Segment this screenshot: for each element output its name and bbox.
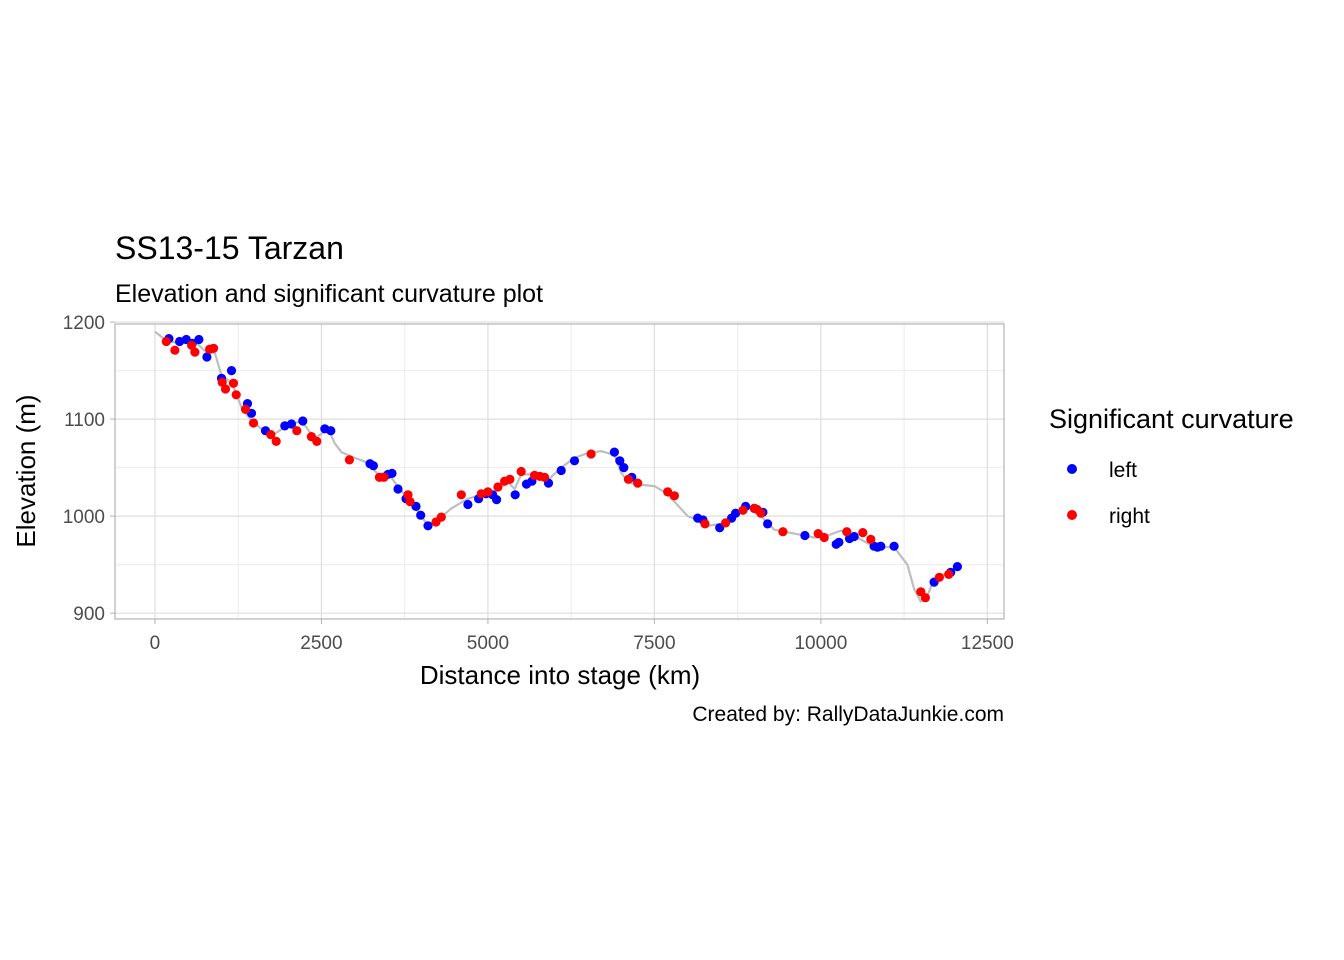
- x-tick-label: 7500: [633, 633, 675, 654]
- curvature-point-left: [326, 426, 336, 436]
- legend-key-right: [1067, 510, 1077, 520]
- curvature-point-right: [170, 345, 180, 355]
- curvature-point-right: [228, 378, 239, 388]
- y-tick-label: 1100: [64, 410, 105, 431]
- legend: Significant curvature left right: [1049, 404, 1294, 528]
- curvature-point-left: [202, 352, 212, 362]
- x-tick-label: 0: [150, 633, 161, 654]
- curvature-point-right: [405, 497, 415, 507]
- curvature-point-right: [209, 343, 219, 353]
- legend-label-right: right: [1109, 505, 1150, 528]
- curvature-point-left: [569, 456, 580, 466]
- curvature-point-right: [944, 569, 954, 580]
- y-axis-label: Elevation (m): [11, 394, 41, 547]
- curvature-point-right: [586, 449, 596, 459]
- x-axis-label: Distance into stage (km): [420, 660, 700, 690]
- curvature-point-left: [226, 366, 237, 376]
- curvature-point-right: [858, 528, 868, 538]
- curvature-point-left: [619, 463, 629, 473]
- curvature-point-left: [952, 562, 963, 572]
- y-tick-label: 1200: [63, 313, 105, 334]
- curvature-point-right: [920, 593, 931, 603]
- y-tick-label: 900: [73, 604, 105, 625]
- curvature-point-right: [778, 527, 788, 537]
- curvature-point-right: [505, 474, 515, 484]
- curvature-point-right: [483, 487, 493, 497]
- curvature-point-left: [492, 495, 502, 505]
- curvature-point-right: [493, 482, 503, 492]
- curvature-point-right: [220, 384, 231, 394]
- x-tick-label: 10000: [794, 633, 847, 654]
- curvature-point-right: [312, 436, 322, 446]
- curvature-point-right: [663, 487, 673, 497]
- curvature-point-left: [298, 416, 308, 426]
- curvature-point-right: [819, 532, 829, 543]
- legend-key-left: [1067, 464, 1077, 474]
- curvature-point-left: [423, 521, 433, 531]
- curvature-point-left: [834, 537, 844, 547]
- curvature-point-left: [387, 468, 397, 478]
- curvature-point-left: [615, 456, 625, 466]
- elevation-profile: [154, 330, 962, 603]
- curvature-point-left: [416, 510, 426, 520]
- curvature-point-right: [436, 512, 446, 522]
- x-tick-label: 2500: [300, 633, 342, 654]
- x-tick-label: 5000: [467, 633, 509, 654]
- curvature-point-right: [292, 426, 302, 436]
- curvature-point-left: [463, 499, 473, 510]
- chart-caption: Created by: RallyDataJunkie.com: [692, 703, 1004, 726]
- curvature-point-left: [876, 541, 886, 551]
- curvature-point-right: [756, 508, 766, 518]
- curvature-point-right: [248, 418, 259, 428]
- curvature-point-left: [849, 531, 859, 542]
- curvature-point-left: [556, 465, 566, 476]
- curvature-point-right: [539, 472, 550, 482]
- curvature-point-right: [842, 527, 852, 537]
- chart-subtitle: Elevation and significant curvature plot: [115, 280, 543, 308]
- curvature-point-right: [187, 340, 197, 350]
- curvature-point-right: [721, 518, 731, 528]
- curvature-point-left: [393, 484, 403, 494]
- curvature-point-left: [609, 447, 620, 457]
- curvature-point-right: [266, 430, 276, 440]
- curvature-point-right: [161, 336, 171, 347]
- y-tick-label: 1000: [63, 507, 105, 528]
- axis-ticks: 0 2500 5000 7500 10000 12500 900 1000 1100 1200: [63, 313, 1014, 654]
- curvature-point-right: [190, 347, 200, 357]
- curvature-point-left: [800, 530, 810, 541]
- curvature-point-left: [194, 334, 204, 345]
- curvature-point-right: [700, 519, 710, 529]
- curvature-point-right: [240, 404, 251, 414]
- curvature-point-right: [231, 390, 241, 400]
- plot-panel-border: [114, 323, 1005, 620]
- curvature-point-right: [217, 377, 227, 387]
- curvature-point-left: [731, 508, 741, 518]
- elevation-line: [154, 330, 962, 603]
- curvature-point-right: [669, 491, 680, 501]
- curvature-point-left: [286, 419, 297, 429]
- curvature-point-right: [934, 572, 945, 582]
- curvature-point-right: [623, 474, 634, 484]
- curvature-point-right: [633, 478, 643, 488]
- x-tick-label: 12500: [961, 633, 1014, 654]
- chart-title: SS13-15 Tarzan: [115, 230, 344, 266]
- curvature-point-right: [456, 490, 466, 500]
- legend-title: Significant curvature: [1049, 404, 1294, 434]
- curvature-point-right: [344, 455, 354, 465]
- curvature-point-left: [889, 541, 899, 551]
- curvature-points: [161, 334, 963, 603]
- legend-label-left: left: [1109, 459, 1137, 482]
- curvature-point-right: [516, 466, 526, 477]
- curvature-point-left: [368, 461, 378, 471]
- curvature-point-right: [738, 505, 748, 515]
- curvature-point-right: [271, 436, 281, 446]
- plot-grid: [115, 321, 1004, 619]
- curvature-point-left: [510, 490, 520, 500]
- curvature-point-right: [379, 472, 389, 482]
- curvature-point-left: [763, 519, 773, 529]
- curvature-point-right: [866, 534, 876, 545]
